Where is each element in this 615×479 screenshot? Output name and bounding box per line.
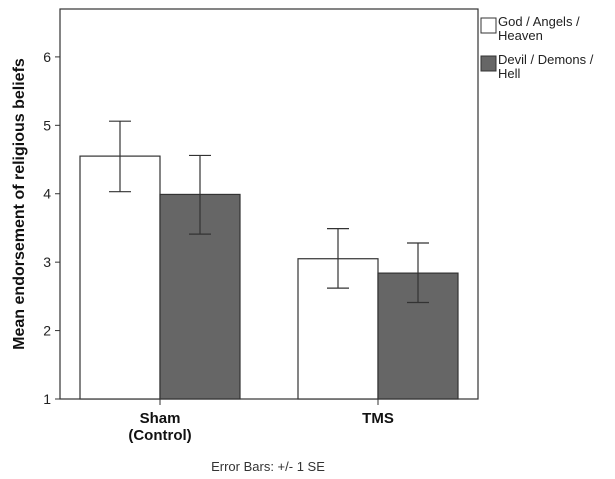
y-axis-label: Mean endorsement of religious beliefs <box>11 58 28 350</box>
plot-area: 1 2 3 4 5 6 Sham (Control) TMS <box>43 8 479 444</box>
legend-label: God / Angels / Heaven <box>498 14 580 43</box>
x-category-label: TMS <box>362 410 394 427</box>
bar-god-angels-heaven <box>79 155 161 400</box>
y-tick-label: 4 <box>43 186 51 202</box>
error-bar-note: Error Bars: +/- 1 SE <box>211 459 325 474</box>
y-tick-label: 3 <box>43 254 51 270</box>
legend: God / Angels / Heaven Devil / Demons / Hell <box>480 14 594 81</box>
legend-label: Devil / Demons / Hell <box>498 52 594 81</box>
plot-frame <box>59 8 479 400</box>
x-category-label: Sham (Control) <box>128 410 191 444</box>
y-tick-label: 2 <box>43 323 51 339</box>
y-tick-label: 5 <box>43 117 51 133</box>
legend-swatch <box>480 55 497 72</box>
y-tick-label: 1 <box>43 391 51 407</box>
y-tick-label: 6 <box>43 49 51 65</box>
legend-swatch <box>480 17 497 34</box>
